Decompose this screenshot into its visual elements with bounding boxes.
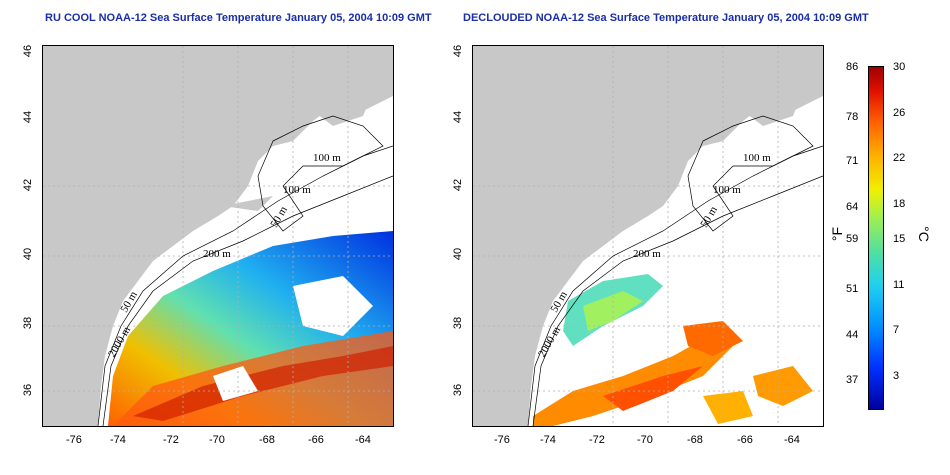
right-sst-map: 100 m 100 m 50 m 200 m 50 m 2000 m (472, 45, 824, 427)
right-xtick-3: -70 (637, 434, 653, 446)
right-xtick-5: -66 (737, 434, 753, 446)
right-ytick-3: 40 (452, 247, 464, 261)
fahrenheit-tick-4: 59 (846, 233, 859, 245)
celsius-tick-2: 22 (893, 152, 906, 164)
right-ytick-0: 46 (452, 44, 464, 58)
left-ytick-4: 38 (22, 316, 34, 330)
left-ytick-5: 36 (22, 383, 34, 397)
left-xtick-6: -64 (355, 434, 371, 446)
celsius-tick-5: 11 (893, 279, 905, 291)
right-ytick-1: 44 (452, 110, 464, 124)
celsius-unit-label: °C (915, 226, 932, 242)
fahrenheit-tick-2: 71 (846, 155, 859, 167)
temperature-colorbar (868, 66, 884, 410)
left-ytick-3: 40 (22, 247, 34, 261)
right-xtick-2: -72 (589, 434, 605, 446)
right-xtick-1: -74 (540, 434, 556, 446)
left-xtick-4: -68 (259, 434, 275, 446)
left-ytick-0: 46 (22, 44, 34, 58)
fahrenheit-tick-1: 78 (846, 111, 859, 123)
right-map-title: DECLOUDED NOAA-12 Sea Surface Temperatur… (463, 12, 869, 24)
right-xtick-4: -68 (687, 434, 703, 446)
left-xtick-2: -72 (163, 434, 179, 446)
left-ytick-1: 44 (22, 110, 34, 124)
fahrenheit-tick-0: 86 (846, 61, 859, 73)
left-contour-200: 200 m (203, 248, 231, 260)
fahrenheit-tick-7: 37 (846, 374, 859, 386)
left-xtick-5: -66 (308, 434, 324, 446)
right-ytick-4: 38 (452, 316, 464, 330)
right-contour-200: 200 m (633, 248, 661, 260)
left-map-title: RU COOL NOAA-12 Sea Surface Temperature … (45, 12, 432, 24)
right-contour-100a: 100 m (743, 152, 771, 164)
right-xtick-6: -64 (784, 434, 800, 446)
fahrenheit-unit-label: °F (829, 226, 846, 242)
celsius-tick-4: 15 (893, 233, 906, 245)
right-contour-100b: 100 m (713, 184, 741, 196)
left-ytick-2: 42 (22, 178, 34, 192)
left-xtick-3: -70 (209, 434, 225, 446)
celsius-tick-1: 26 (893, 107, 906, 119)
right-xtick-0: -76 (494, 434, 510, 446)
left-sst-map: 100 m 100 m 50 m 200 m 50 m 2000 m (42, 45, 394, 427)
fahrenheit-tick-3: 64 (846, 201, 859, 213)
right-ytick-2: 42 (452, 178, 464, 192)
right-map-graphic (473, 46, 823, 426)
celsius-tick-7: 3 (893, 370, 900, 382)
left-contour-100b: 100 m (283, 184, 311, 196)
left-xtick-1: -74 (110, 434, 126, 446)
left-map-graphic (43, 46, 393, 426)
left-contour-100a: 100 m (313, 152, 341, 164)
celsius-tick-6: 7 (893, 324, 900, 336)
celsius-tick-3: 18 (893, 198, 906, 210)
celsius-tick-0: 30 (893, 61, 906, 73)
left-xtick-0: -76 (66, 434, 82, 446)
fahrenheit-tick-5: 51 (846, 283, 859, 295)
right-ytick-5: 36 (452, 383, 464, 397)
fahrenheit-tick-6: 44 (846, 329, 859, 341)
